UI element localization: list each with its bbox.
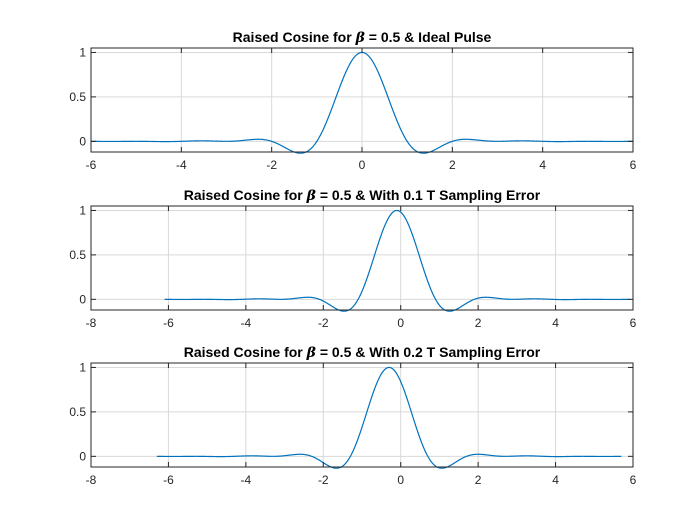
x-tick-label: -2 — [318, 316, 329, 330]
title-prefix: Raised Cosine for — [233, 29, 356, 45]
title-prefix: Raised Cosine for — [184, 187, 307, 203]
subplot-3: -8 -6 -4 -2 0 2 4 6 0 0.5 1 Raised Cosine for β = 0… — [69, 344, 636, 487]
series-line-1 — [164, 209, 630, 312]
y-tick-label: 0 — [79, 449, 86, 463]
y-tick-label: 0 — [79, 292, 86, 306]
x-tick-label: 0 — [397, 316, 404, 330]
subplot-2: -8 -6 -4 -2 0 2 4 6 0 0.5 1 Raised Cosine for β = 0… — [69, 187, 636, 330]
title-symbol: β — [306, 188, 317, 204]
title-suffix: = 0.5 & With 0.1 T Sampling Error — [316, 187, 541, 203]
x-tick-label: -6 — [163, 473, 174, 487]
y-tick-label: 0 — [79, 134, 86, 148]
x-tick-label: 0 — [359, 158, 366, 172]
subplot-1: -6 -4 -2 0 2 4 6 0 0.5 1 Raised Cosine for β = 0.5… — [69, 29, 636, 172]
title-prefix: Raised Cosine for — [184, 344, 307, 360]
title-suffix: = 0.5 & Ideal Pulse — [365, 29, 492, 45]
x-tick-label: -6 — [86, 158, 97, 172]
x-tick-label: -8 — [86, 316, 97, 330]
x-tick-label: 6 — [630, 158, 637, 172]
y-tick-label: 1 — [79, 45, 86, 59]
y-tick-label: 0.5 — [69, 90, 86, 104]
title-symbol: β — [306, 345, 317, 361]
title-symbol: β — [355, 30, 366, 46]
x-tick-label: 6 — [630, 316, 637, 330]
x-tick-label: -2 — [266, 158, 277, 172]
x-tick-label: -8 — [86, 473, 97, 487]
axes-background — [91, 363, 633, 467]
y-tick-label: 0.5 — [69, 405, 86, 419]
x-tick-label: -2 — [318, 473, 329, 487]
x-tick-label: 4 — [552, 473, 559, 487]
x-tick-label: 6 — [630, 473, 637, 487]
x-tick-label: 0 — [397, 473, 404, 487]
x-tick-label: 4 — [552, 316, 559, 330]
title-suffix: = 0.5 & With 0.2 T Sampling Error — [316, 344, 541, 360]
y-tick-label: 1 — [79, 203, 86, 217]
x-tick-label: -6 — [163, 316, 174, 330]
x-tick-label: 2 — [475, 473, 482, 487]
subplot-title: Raised Cosine for β = 0.5 & With 0.2 T S… — [184, 344, 541, 361]
axes-background — [91, 206, 633, 310]
x-tick-label: -4 — [241, 473, 252, 487]
series-line-1 — [156, 366, 622, 469]
subplot-title: Raised Cosine for β = 0.5 & Ideal Pulse — [233, 29, 492, 46]
x-tick-label: -4 — [176, 158, 187, 172]
y-tick-label: 0.5 — [69, 248, 86, 262]
x-tick-label: 2 — [449, 158, 456, 172]
x-tick-label: -4 — [241, 316, 252, 330]
y-tick-label: 1 — [79, 360, 86, 374]
x-tick-label: 4 — [539, 158, 546, 172]
axes-frame — [90, 362, 634, 468]
axes-frame — [90, 205, 634, 311]
subplot-title: Raised Cosine for β = 0.5 & With 0.1 T S… — [184, 187, 541, 204]
x-tick-label: 2 — [475, 316, 482, 330]
